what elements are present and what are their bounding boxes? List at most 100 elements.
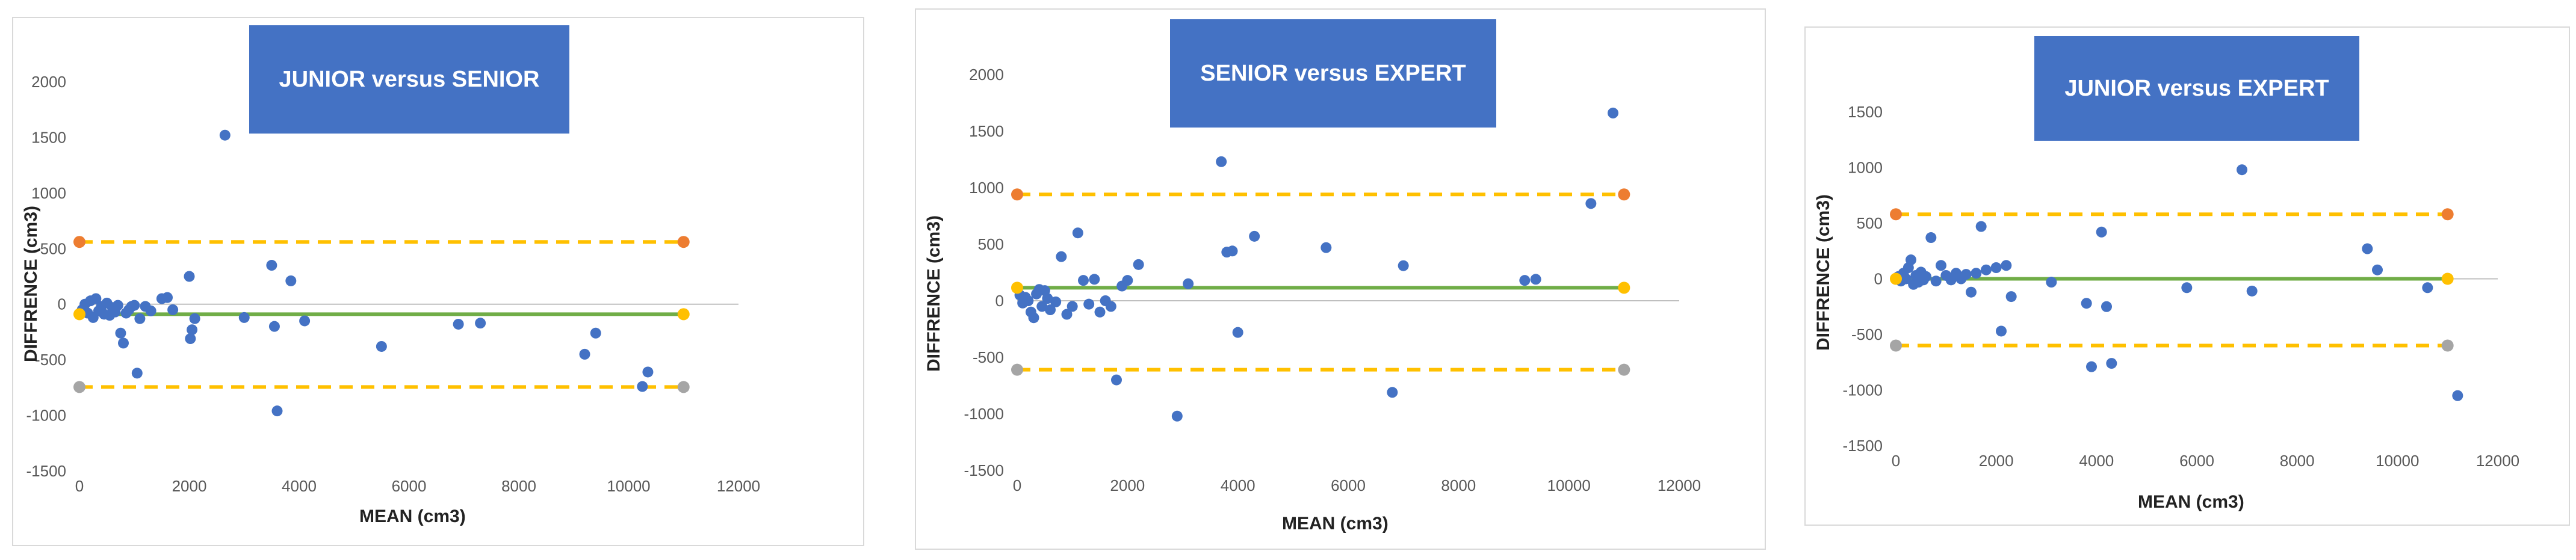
data-point (1061, 309, 1073, 320)
data-point (2081, 298, 2092, 309)
x-tick-label: 4000 (1221, 476, 1255, 494)
lower-limit-marker (2441, 339, 2454, 352)
lower-limit-marker (1011, 363, 1023, 376)
y-tick-label: 2000 (31, 73, 66, 91)
data-point (266, 260, 277, 271)
y-tick-label: -1500 (1843, 437, 1883, 455)
data-point (219, 129, 231, 141)
data-point (637, 381, 648, 392)
lower-limit-marker (1618, 363, 1630, 376)
chart-panel-senior-vs-expert: 2000 1500 1000 500 0 -500 -1000 -1500 0 2000 4000 6… (915, 8, 1766, 550)
data-point (2237, 164, 2247, 176)
data-point (1105, 301, 1116, 312)
x-tick-label: 8000 (501, 477, 536, 495)
chart-plot-junior-vs-expert: 1500 1000 500 0 -500 -1000 -1500 0 2000 4000 6000 8… (1843, 103, 2520, 470)
x-tick-label: 10000 (2376, 452, 2419, 470)
upper-limit-marker (1890, 208, 1902, 221)
x-tick-label: 12000 (1658, 476, 1701, 494)
lower-limit-marker (73, 381, 85, 393)
data-point (1996, 325, 2007, 337)
data-point (185, 333, 196, 345)
x-tick-label: 4000 (2079, 452, 2114, 470)
data-point (1398, 260, 1409, 271)
chart-plot-senior-vs-expert: 2000 1500 1000 500 0 -500 -1000 -1500 0 2000 4000 6… (964, 66, 1701, 494)
data-point (1122, 275, 1133, 286)
y-tick-label: 500 (40, 239, 66, 257)
data-point (131, 368, 143, 379)
data-point (590, 327, 601, 339)
data-point (1900, 273, 1912, 285)
data-point (2106, 358, 2117, 369)
data-point (1930, 275, 1942, 287)
data-point (1050, 296, 1062, 307)
mean-marker (2441, 272, 2454, 285)
data-point (1936, 260, 1946, 271)
chart-plot-junior-vs-senior: 2000 1500 1000 500 0 -500 -1000 -1500 0 2000 4000 6… (26, 73, 761, 495)
data-point (187, 324, 198, 336)
x-tick-label: 6000 (1331, 476, 1366, 494)
data-point (1083, 298, 1095, 310)
x-tick-label: 10000 (1547, 476, 1591, 494)
data-point (1975, 221, 1987, 232)
data-point (145, 305, 156, 316)
y-tick-label: -500 (1851, 325, 1883, 343)
x-tick-label: 12000 (717, 477, 760, 495)
data-point (1216, 156, 1227, 167)
data-point (1921, 271, 1931, 282)
data-point (2372, 264, 2383, 275)
data-point (134, 313, 146, 324)
data-point (475, 318, 486, 329)
y-tick-label: 0 (995, 292, 1004, 310)
data-point (1321, 242, 1332, 253)
data-point (1171, 410, 1183, 422)
x-tick-label: 2000 (1110, 476, 1145, 494)
lower-limit-marker (1890, 339, 1902, 352)
x-tick-label: 12000 (2476, 452, 2519, 470)
x-tick-label: 6000 (2179, 452, 2214, 470)
data-point (2005, 291, 2017, 303)
data-point (268, 321, 280, 332)
x-tick-label: 0 (1892, 452, 1900, 470)
x-tick-label: 8000 (1441, 476, 1476, 494)
data-point (1133, 259, 1144, 270)
data-point (1249, 230, 1260, 242)
y-tick-label: 2000 (969, 66, 1004, 84)
y-tick-label: 1500 (1848, 103, 1883, 121)
y-tick-label: -1000 (1843, 381, 1883, 399)
data-point (90, 293, 102, 304)
upper-limit-marker (1011, 188, 1023, 201)
data-point (1232, 327, 1243, 338)
y-tick-label: 0 (58, 295, 66, 313)
data-point (118, 337, 129, 349)
data-point (2422, 282, 2433, 294)
y-axis-title: DIFFRENCE (cm3) (924, 215, 944, 372)
data-point (1925, 232, 1937, 244)
upper-limit-marker (677, 236, 690, 248)
x-axis-title: MEAN (cm3) (1282, 514, 1389, 534)
data-point (1072, 227, 1083, 239)
y-tick-label: 1000 (969, 179, 1004, 197)
x-tick-label: 0 (1013, 476, 1021, 494)
data-point (1981, 264, 1992, 275)
x-tick-label: 8000 (2280, 452, 2315, 470)
x-tick-label: 2000 (172, 477, 207, 495)
y-tick-label: -500 (973, 348, 1004, 366)
data-point (1078, 275, 1089, 286)
data-point (2362, 243, 2373, 254)
data-point (115, 327, 126, 339)
data-point (1089, 274, 1100, 285)
chart-title: JUNIOR versus SENIOR (249, 25, 569, 134)
lower-limit-marker (677, 381, 690, 393)
y-tick-label: 1000 (31, 184, 66, 202)
x-tick-label: 4000 (282, 477, 317, 495)
data-point (1183, 278, 1194, 289)
data-point (129, 300, 140, 311)
x-axis-title: MEAN (cm3) (2138, 492, 2244, 512)
data-point (1045, 304, 1056, 316)
data-point (1960, 269, 1972, 280)
data-point (1067, 301, 1078, 312)
data-point (2086, 361, 2097, 372)
data-point (1966, 286, 1977, 298)
upper-limit-marker (73, 236, 85, 248)
data-point (299, 315, 311, 327)
